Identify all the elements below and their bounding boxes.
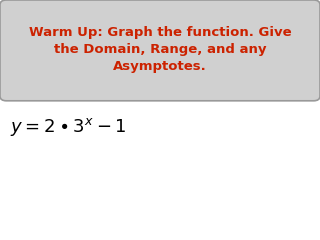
Text: Warm Up: Graph the function. Give
the Domain, Range, and any
Asymptotes.: Warm Up: Graph the function. Give the Do… xyxy=(29,26,291,73)
FancyBboxPatch shape xyxy=(0,0,320,101)
Text: $y = 2 \bullet 3^{x} - 1$: $y = 2 \bullet 3^{x} - 1$ xyxy=(10,116,126,138)
